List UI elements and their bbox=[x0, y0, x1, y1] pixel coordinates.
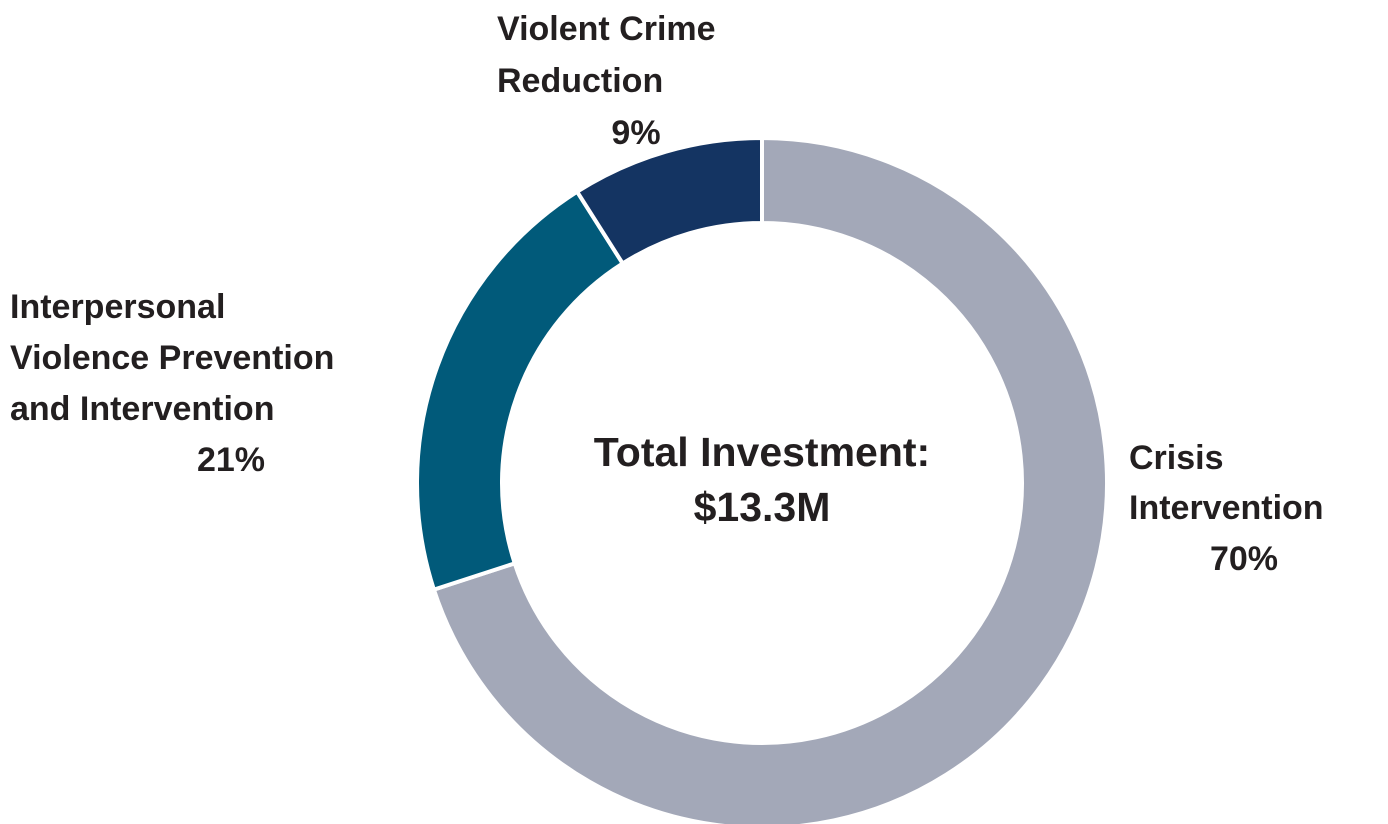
donut-slice-violent-crime-reduction bbox=[574, 135, 764, 267]
slice-label-violent-crime-reduction: Violent Crime Reduction 9% bbox=[497, 10, 716, 152]
slice-label-interpersonal-violence: Interpersonal Violence Prevention and In… bbox=[10, 288, 334, 479]
slice-value-label: 70% bbox=[1210, 540, 1278, 578]
center-label-line-2: $13.3M bbox=[694, 484, 831, 530]
slice-value-label: 21% bbox=[197, 441, 265, 479]
center-label: Total Investment: $13.3M bbox=[594, 429, 930, 530]
slice-value-label: 9% bbox=[611, 114, 660, 152]
slice-label-line: and Intervention bbox=[10, 390, 274, 428]
slice-label-line: Crisis bbox=[1129, 439, 1224, 477]
center-label-line-1: Total Investment: bbox=[594, 429, 930, 475]
slice-label-crisis-intervention: Crisis Intervention 70% bbox=[1129, 439, 1324, 578]
slice-label-line: Intervention bbox=[1129, 489, 1324, 527]
donut-slices bbox=[415, 135, 1109, 824]
donut-slice-interpersonal-violence bbox=[415, 188, 626, 593]
slice-label-line: Violent Crime bbox=[497, 10, 716, 48]
slice-label-line: Violence Prevention bbox=[10, 339, 334, 377]
slice-label-line: Reduction bbox=[497, 62, 663, 100]
slice-label-line: Interpersonal bbox=[10, 288, 225, 326]
donut-slice-crisis-intervention bbox=[431, 135, 1109, 824]
